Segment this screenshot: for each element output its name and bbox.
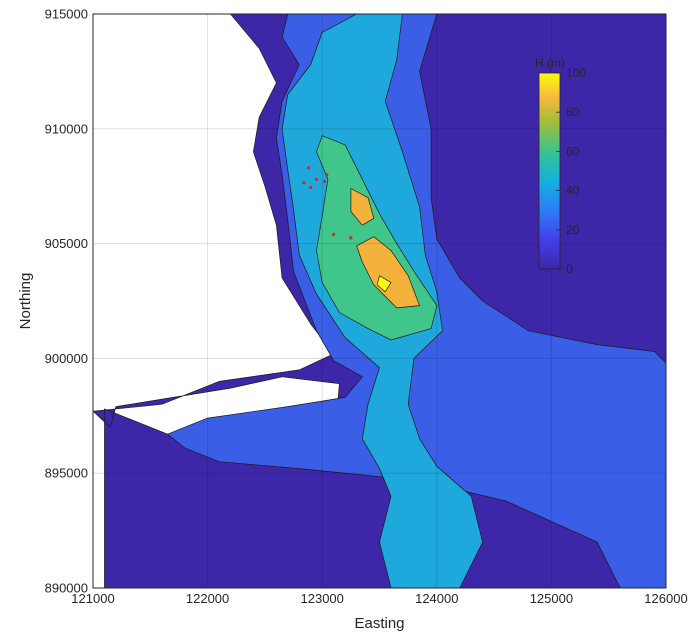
y-tick-label: 905000: [45, 236, 88, 251]
colorbar-title: H (m): [535, 56, 565, 70]
contour-regions: [93, 14, 666, 588]
station-marker-6: [332, 232, 336, 237]
colorbar-tick-label: 60: [566, 144, 580, 158]
x-tick-label: 125000: [530, 591, 573, 606]
colorbar-ticks: 0 20 40 60 80 100: [556, 66, 586, 276]
x-axis-label: Easting: [354, 615, 404, 632]
y-tick-label: 915000: [45, 7, 88, 22]
x-tick-label: 124000: [415, 591, 458, 606]
x-tick-labels: 121000 122000 123000 124000 125000 126000: [71, 591, 687, 606]
contour-region-6: [376, 275, 392, 293]
colorbar-ramp: [538, 72, 561, 270]
station-marker-5: [302, 181, 306, 185]
colorbar: H (m) 0 20 40 60 80 100: [535, 56, 586, 276]
station-marker-4: [325, 173, 329, 177]
y-tick-label: 890000: [45, 581, 88, 596]
colorbar-tick-label: 100: [566, 66, 586, 80]
x-tick-label: 123000: [301, 591, 344, 606]
colorbar-tick-label: 20: [566, 223, 580, 237]
station-markers: [302, 166, 353, 240]
contour-region-4: [350, 188, 375, 226]
colorbar-tick-label: 80: [566, 105, 580, 119]
station-marker-2: [309, 185, 313, 189]
station-marker-1: [314, 177, 319, 181]
plot-frame: [92, 13, 667, 589]
x-tick-label: 121000: [71, 591, 114, 606]
y-tick-label: 910000: [45, 121, 88, 136]
x-tick-label: 122000: [186, 591, 229, 606]
station-marker-0: [306, 166, 311, 170]
colorbar-tick-label: 0: [566, 262, 573, 276]
station-marker-3: [322, 180, 327, 184]
contour-region-5: [356, 236, 420, 309]
station-marker-7: [349, 236, 353, 240]
y-axis-label: Northing: [17, 273, 34, 330]
colorbar-tick-label: 40: [566, 184, 580, 198]
y-tick-label: 900000: [45, 351, 88, 366]
y-tick-label: 895000: [45, 466, 88, 481]
y-tick-labels: 890000 895000 900000 905000 910000 915000: [45, 7, 88, 596]
x-tick-label: 126000: [644, 591, 687, 606]
